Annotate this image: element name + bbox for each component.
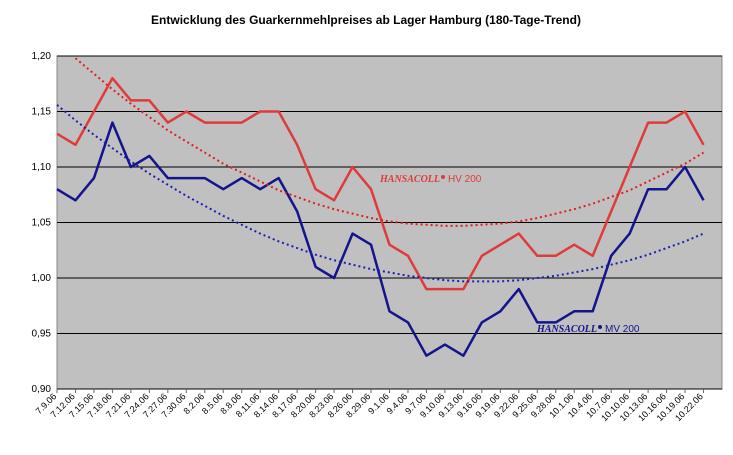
y-tick-label: 1,00	[32, 273, 52, 284]
y-tick-label: 1,10	[32, 162, 52, 173]
chart-title: Entwicklung des Guarkernmehlpreises ab L…	[151, 13, 581, 27]
y-tick-label: 1,05	[32, 218, 52, 229]
trend-line	[74, 57, 705, 227]
brand-dot	[598, 325, 603, 329]
y-tick-label: 1,20	[32, 51, 52, 62]
price-line	[56, 76, 705, 291]
brand-label: HANSACOLL	[536, 324, 597, 335]
series-label: HV 200	[448, 174, 482, 185]
y-tick-label: 0,95	[32, 329, 52, 340]
brand-label: HANSACOLL	[379, 174, 440, 185]
price-line	[56, 121, 705, 357]
series-label: MV 200	[605, 324, 640, 335]
y-tick-label: 1,15	[32, 107, 52, 118]
y-tick-label: 0,90	[32, 384, 52, 395]
brand-dot	[441, 175, 446, 179]
